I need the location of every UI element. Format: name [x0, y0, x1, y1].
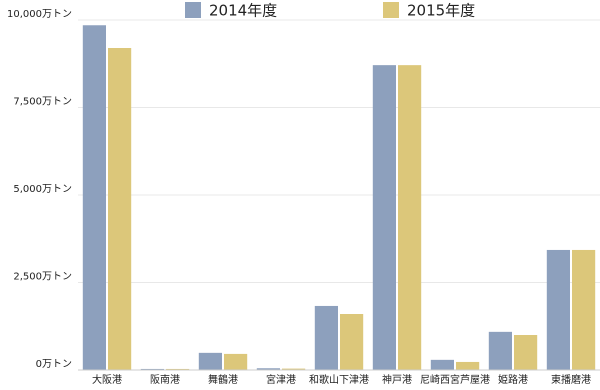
bar [256, 368, 280, 370]
legend-swatch [185, 2, 201, 18]
bar [224, 353, 248, 370]
x-tick-label: 舞鶴港 [208, 373, 238, 386]
x-tick-label: 姫路港 [498, 373, 528, 386]
y-tick-label: 0万トン [36, 359, 72, 370]
bar [488, 331, 512, 370]
bar [430, 359, 454, 370]
bar [372, 65, 396, 371]
bar [514, 335, 538, 370]
legend-label: 2015年度 [407, 2, 475, 20]
y-tick-label: 10,000万トン [7, 9, 72, 20]
bar [546, 249, 570, 370]
x-tick-label: 和歌山下津港 [309, 373, 369, 386]
legend-label: 2014年度 [209, 2, 277, 20]
x-tick-label: 阪南港 [150, 373, 180, 386]
bar [340, 314, 364, 370]
x-tick-label: 東播磨港 [551, 373, 591, 386]
y-tick-label: 5,000万トン [13, 184, 72, 195]
x-tick-label: 尼崎西宮芦屋港 [420, 373, 490, 386]
bar [108, 48, 132, 370]
bar [198, 352, 222, 370]
bar [82, 25, 106, 370]
bar [166, 368, 190, 370]
bar [140, 368, 164, 370]
y-tick-label: 2,500万トン [13, 272, 72, 283]
x-tick-label: 神戸港 [382, 373, 412, 386]
x-tick-label: 大阪港 [92, 373, 122, 386]
x-tick-label: 宮津港 [266, 373, 296, 386]
bar [282, 368, 306, 370]
bar [572, 249, 596, 370]
bar [398, 65, 422, 371]
bar [314, 305, 338, 370]
legend-swatch [383, 2, 399, 18]
bar [456, 361, 480, 370]
y-tick-label: 7,500万トン [13, 97, 72, 108]
